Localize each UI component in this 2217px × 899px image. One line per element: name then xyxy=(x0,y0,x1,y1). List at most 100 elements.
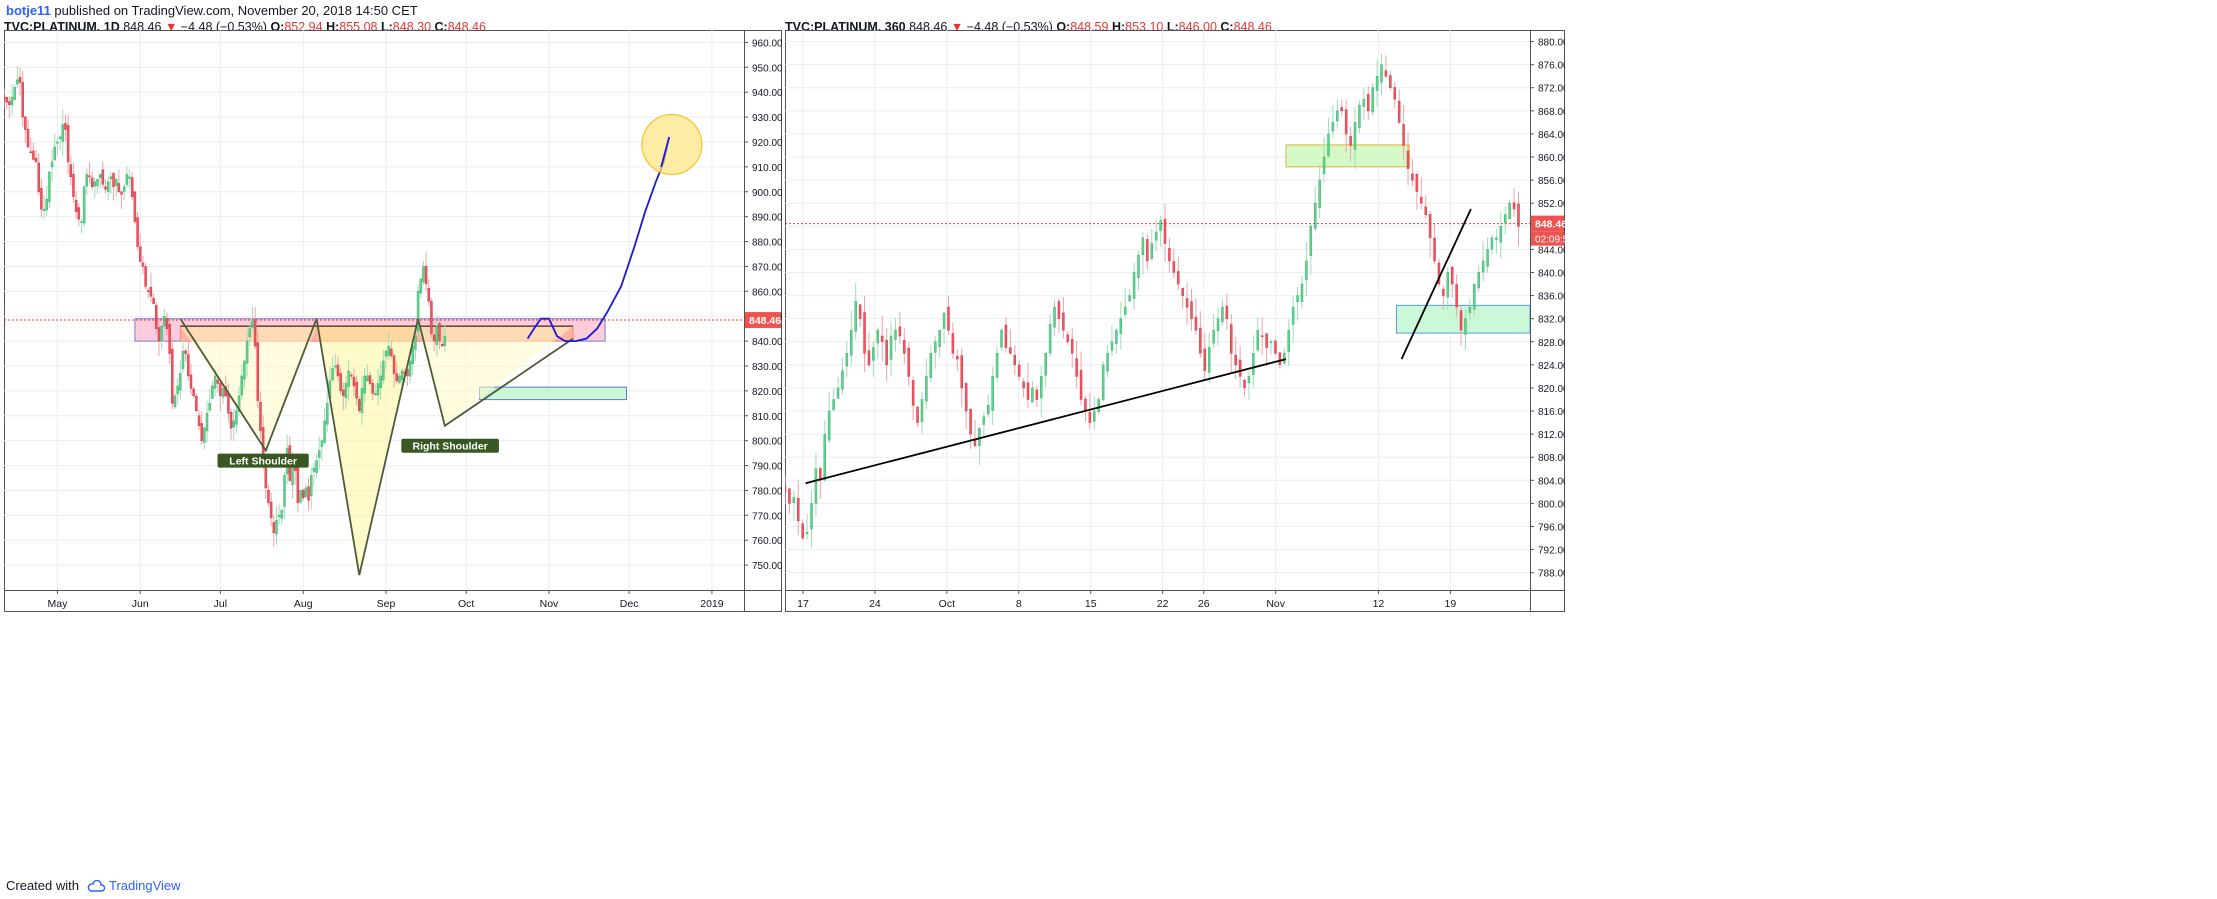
candle-body xyxy=(1517,203,1520,227)
publisher-user[interactable]: botje11 xyxy=(6,3,51,18)
candle-body xyxy=(203,427,206,443)
candle-body xyxy=(1437,262,1441,285)
candle-body xyxy=(1486,249,1489,267)
candle-body xyxy=(432,334,436,342)
candle-body xyxy=(1106,353,1109,372)
candle-body xyxy=(845,353,849,367)
candle-body xyxy=(4,96,6,100)
candle-body xyxy=(299,490,302,503)
price-tick-label: 870.00 xyxy=(752,262,782,273)
candle-body xyxy=(296,465,300,504)
candle-body xyxy=(1380,64,1383,83)
candle-body xyxy=(120,191,123,195)
candle-body xyxy=(331,368,334,381)
time-tick-label: 24 xyxy=(869,598,881,610)
tradingview-brand[interactable]: TradingView xyxy=(87,878,181,893)
plot-area xyxy=(785,30,1531,590)
price-tick-label: 824.00 xyxy=(1538,361,1565,372)
candle-body xyxy=(850,329,853,356)
candle-body xyxy=(1375,75,1379,91)
candle-body xyxy=(1420,196,1423,204)
candle-body xyxy=(1340,107,1343,112)
candle-body xyxy=(136,217,139,247)
candle-body xyxy=(1026,382,1030,400)
time-tick-label: 17 xyxy=(797,598,809,610)
candle-body xyxy=(1044,353,1047,376)
candle-body xyxy=(991,376,994,411)
right-shoulder-line xyxy=(417,318,574,428)
candle-body xyxy=(344,383,348,399)
candle-body xyxy=(810,503,813,530)
candle-body xyxy=(889,335,893,360)
candle-body xyxy=(978,428,981,446)
candle-body xyxy=(956,356,959,360)
candle-body xyxy=(195,395,198,412)
projection-path xyxy=(526,136,671,343)
candle-body xyxy=(1163,218,1167,244)
candle-body xyxy=(1495,237,1498,240)
candle-body xyxy=(398,375,401,383)
candle-body xyxy=(1093,410,1096,422)
candle-body xyxy=(144,266,147,287)
candle-body xyxy=(77,207,81,220)
candle-body xyxy=(221,388,225,398)
candle-body xyxy=(1433,237,1436,262)
candle-body xyxy=(1446,272,1450,298)
candle-body xyxy=(1473,283,1476,310)
price-tick-label: 796.00 xyxy=(1538,522,1565,533)
candle-body xyxy=(854,301,857,332)
candle-body xyxy=(1066,334,1070,343)
price-tick-label: 920.00 xyxy=(752,138,782,149)
candle-body xyxy=(48,171,51,203)
candle-body xyxy=(933,341,937,353)
candle-body xyxy=(1477,272,1480,289)
candle-body xyxy=(951,333,955,354)
candle-body xyxy=(98,174,102,179)
candle-body xyxy=(823,433,827,481)
time-tick-label: Nov xyxy=(1266,598,1285,610)
candle-body xyxy=(1168,248,1171,262)
candle-body xyxy=(264,465,268,489)
candle-body xyxy=(184,350,187,354)
candle-body xyxy=(269,501,273,519)
price-tick-label: 930.00 xyxy=(752,113,782,124)
candle-body xyxy=(1331,122,1335,132)
candle-body xyxy=(192,388,195,397)
time-tick-label: Sep xyxy=(377,598,396,610)
price-tick-label: 810.00 xyxy=(752,412,782,423)
price-tick-label: 812.00 xyxy=(1538,430,1565,441)
candle-body xyxy=(26,129,30,148)
candle-body xyxy=(1088,412,1092,423)
candle-body xyxy=(920,399,924,423)
candle-body xyxy=(245,340,249,364)
candles xyxy=(4,66,447,547)
candle-body xyxy=(805,532,809,535)
left-chart-daily[interactable]: Left Shoulder Right Shoulder 960.00 950.00 9… xyxy=(4,30,782,612)
candle-body xyxy=(1243,380,1246,389)
right-chart-6h[interactable]: 880.00 876.00 872.00 868.00 864.00 860.00 856.… xyxy=(785,30,1565,612)
candle-body xyxy=(93,181,97,187)
zones xyxy=(1285,144,1531,334)
footer-brand: TradingView xyxy=(108,878,181,893)
candle-body xyxy=(987,405,990,415)
candle-body xyxy=(173,395,177,408)
candle-body xyxy=(1128,295,1131,302)
candle-body xyxy=(363,375,366,394)
candle-body xyxy=(181,350,185,369)
candle-body xyxy=(382,360,385,381)
candle-body xyxy=(66,124,70,163)
candle-body xyxy=(964,383,968,412)
candle-body xyxy=(360,388,364,414)
candle-body xyxy=(280,510,284,519)
candle-body xyxy=(8,101,11,105)
price-tick-label: 876.00 xyxy=(1538,61,1565,72)
candle-body xyxy=(58,136,62,139)
candle-body xyxy=(235,410,238,425)
candle-body xyxy=(392,355,396,374)
candle-body xyxy=(898,326,902,337)
candle-body xyxy=(894,329,897,340)
candle-body xyxy=(104,186,107,190)
candle-body xyxy=(227,392,230,414)
last-price-badge xyxy=(745,312,781,329)
price-tick-label: 792.00 xyxy=(1538,546,1565,557)
